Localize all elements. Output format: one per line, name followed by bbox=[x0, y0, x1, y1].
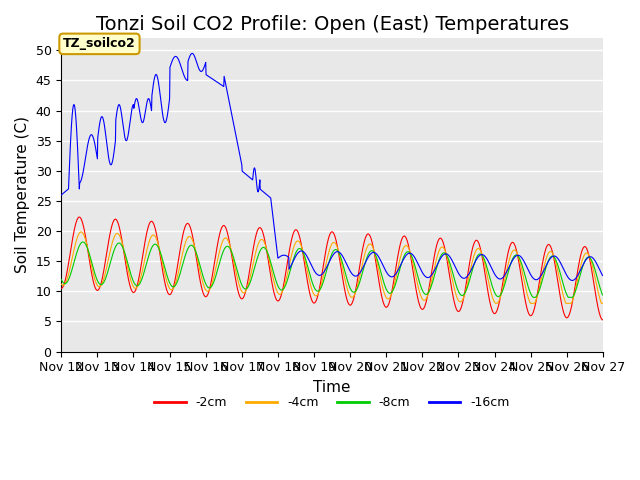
Legend: -2cm, -4cm, -8cm, -16cm: -2cm, -4cm, -8cm, -16cm bbox=[150, 391, 515, 414]
Text: TZ_soilco2: TZ_soilco2 bbox=[63, 37, 136, 50]
Title: Tonzi Soil CO2 Profile: Open (East) Temperatures: Tonzi Soil CO2 Profile: Open (East) Temp… bbox=[95, 15, 568, 34]
X-axis label: Time: Time bbox=[314, 380, 351, 395]
Y-axis label: Soil Temperature (C): Soil Temperature (C) bbox=[15, 117, 30, 274]
